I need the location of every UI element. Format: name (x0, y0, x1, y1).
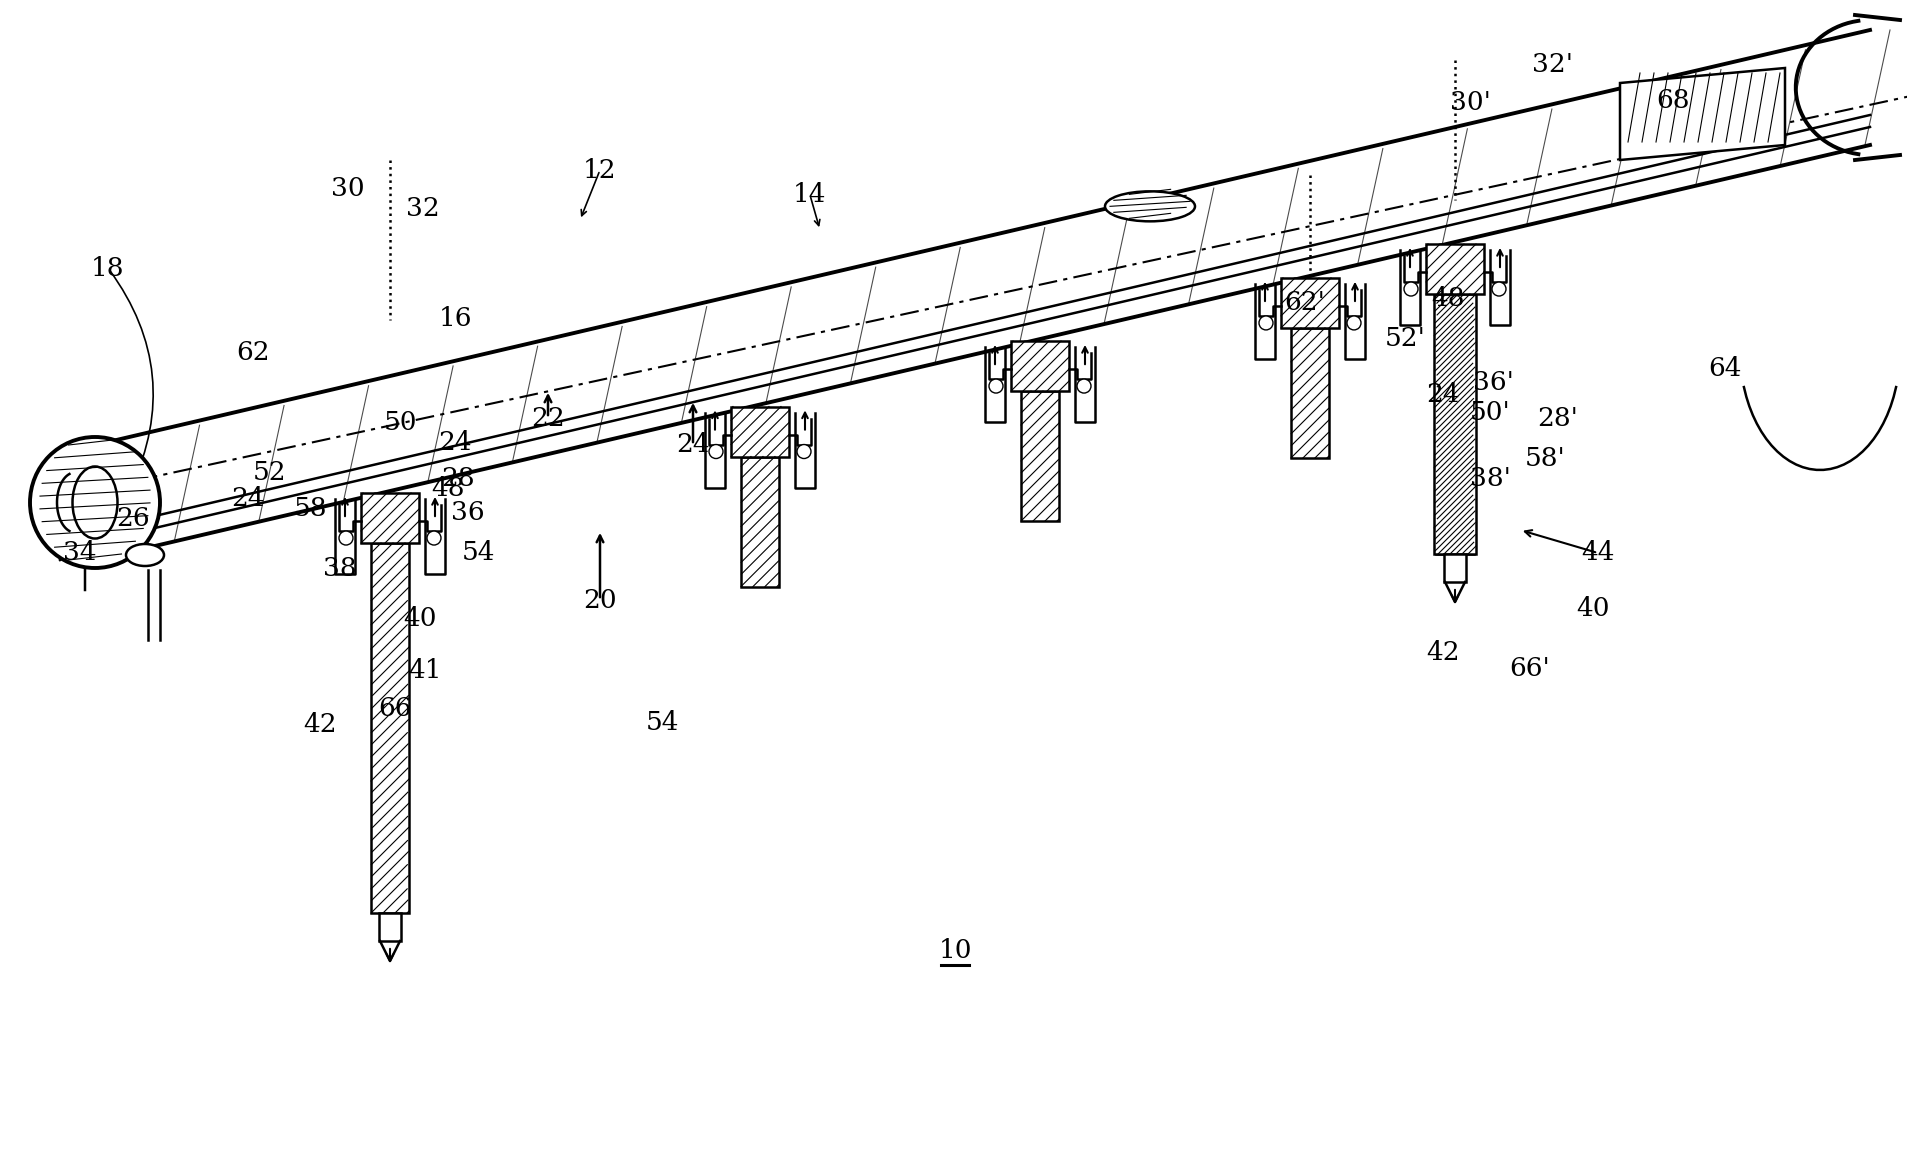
Bar (1282, 278, 1339, 328)
Text: 50': 50' (1470, 400, 1510, 426)
Circle shape (339, 531, 353, 545)
Text: 68: 68 (1657, 88, 1690, 112)
Text: 30: 30 (332, 175, 364, 201)
Circle shape (1077, 379, 1091, 394)
Text: 14: 14 (793, 182, 828, 208)
Text: 48: 48 (1432, 285, 1465, 310)
Text: 40: 40 (1577, 595, 1610, 621)
Text: 66': 66' (1510, 655, 1550, 681)
Text: 26: 26 (116, 505, 151, 531)
Text: 62': 62' (1285, 291, 1325, 315)
Bar (1436, 294, 1474, 554)
Bar (379, 913, 400, 941)
Text: 22: 22 (532, 405, 564, 430)
Text: 24: 24 (1426, 382, 1461, 407)
Circle shape (990, 379, 1003, 394)
Circle shape (709, 444, 723, 458)
Bar (730, 406, 789, 457)
Text: 36: 36 (452, 501, 484, 525)
Text: 12: 12 (584, 157, 616, 182)
Bar (372, 544, 408, 913)
Bar (1291, 328, 1329, 458)
Text: 40: 40 (402, 606, 437, 630)
Text: 24: 24 (439, 430, 471, 456)
Text: 18: 18 (92, 255, 124, 280)
Ellipse shape (126, 544, 164, 565)
Bar (1426, 243, 1484, 294)
Text: 48: 48 (431, 475, 465, 501)
Bar (360, 493, 420, 544)
Text: 62: 62 (236, 340, 269, 366)
Bar (742, 457, 778, 586)
Ellipse shape (31, 437, 160, 568)
Text: 38: 38 (322, 555, 357, 580)
Text: 38': 38' (1470, 465, 1510, 490)
Text: 54: 54 (461, 540, 494, 565)
Text: 58': 58' (1524, 445, 1566, 471)
Text: 41: 41 (408, 658, 442, 682)
Text: 32: 32 (406, 195, 441, 220)
Text: 50: 50 (383, 411, 418, 435)
Bar (1011, 342, 1070, 391)
Text: 44: 44 (1581, 540, 1615, 565)
Circle shape (1404, 282, 1419, 297)
Text: 64: 64 (1709, 355, 1741, 381)
Text: 54: 54 (646, 711, 679, 735)
Bar (1434, 294, 1476, 554)
Text: 42: 42 (1426, 640, 1461, 666)
Ellipse shape (72, 466, 118, 539)
Ellipse shape (1104, 192, 1196, 222)
Text: 52: 52 (254, 460, 286, 486)
Text: 42: 42 (303, 712, 338, 737)
Text: 24: 24 (231, 486, 265, 510)
Text: 36': 36' (1472, 370, 1514, 396)
Text: 58: 58 (294, 495, 326, 520)
Circle shape (797, 444, 810, 458)
Text: 16: 16 (439, 306, 471, 330)
Text: 32': 32' (1533, 52, 1573, 77)
Text: 20: 20 (584, 587, 616, 613)
Text: 10: 10 (938, 937, 973, 962)
Text: 28': 28' (1537, 405, 1579, 430)
Text: 28: 28 (441, 465, 475, 490)
Circle shape (1491, 282, 1507, 297)
Circle shape (1259, 316, 1274, 330)
Text: 30': 30' (1449, 90, 1491, 115)
Bar (1020, 391, 1058, 522)
Text: 34: 34 (63, 540, 97, 565)
Text: 24: 24 (677, 433, 709, 457)
Polygon shape (1621, 68, 1785, 160)
Text: 52': 52' (1384, 325, 1425, 351)
Circle shape (1346, 316, 1362, 330)
Circle shape (427, 531, 441, 545)
Bar (1444, 554, 1466, 582)
Text: 66: 66 (378, 696, 412, 720)
